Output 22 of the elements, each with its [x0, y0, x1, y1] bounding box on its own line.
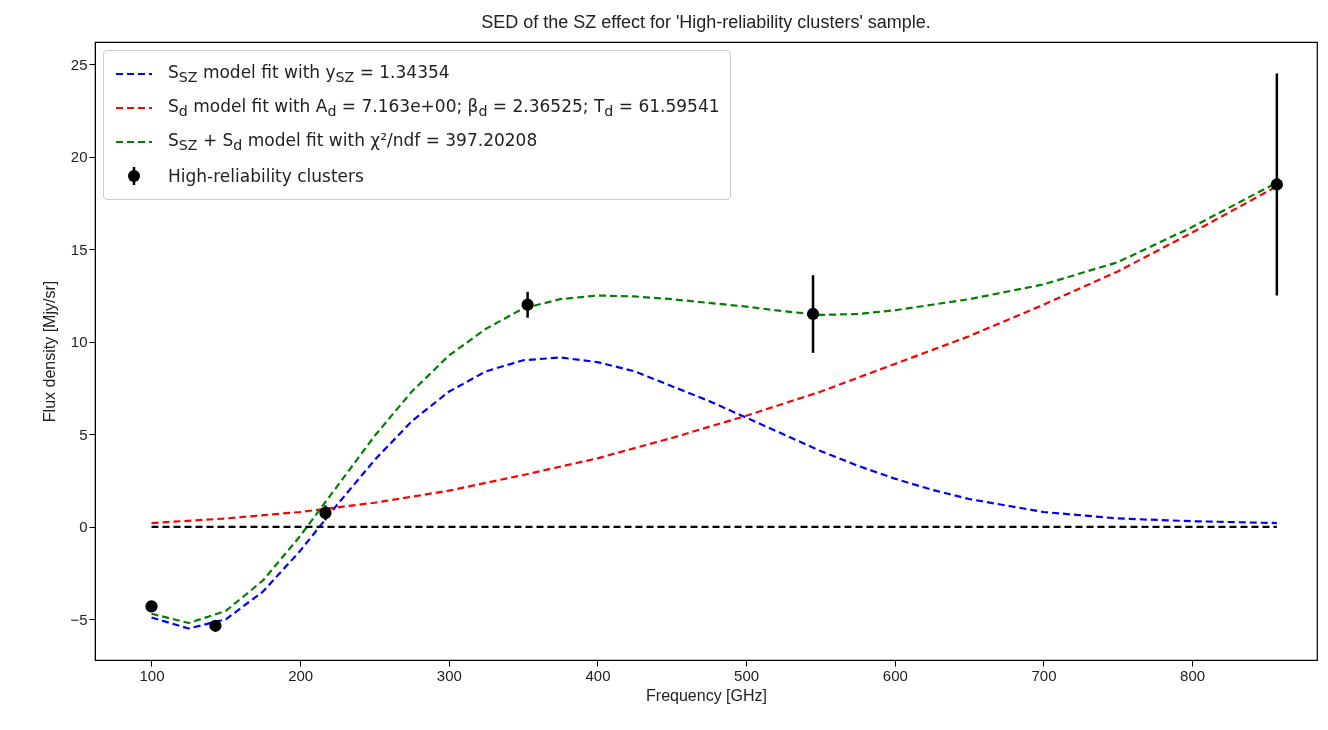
y-tick-label: 0: [79, 518, 88, 536]
y-tick-label: −5: [70, 610, 88, 628]
text: S$_{d}$ model fit with A$_{d}$ = 7.163e+00; β$_{d}$ = 2.36525; T$_{d}$ = 61.59541: [168, 96, 720, 120]
legend-label: S$_{SZ}$ + S$_{d}$ model fit with χ²/ndf = 397.20208: [168, 130, 538, 154]
y-axis-title: Flux density [Mjy/sr]: [41, 280, 59, 423]
x-tick-label: 800: [1180, 666, 1206, 684]
x-tick-label: 600: [882, 666, 908, 684]
y-tick-label: 25: [70, 55, 88, 73]
x-tick-label: 300: [436, 666, 462, 684]
x-tick-label: 500: [734, 666, 760, 684]
legend-label: S$_{SZ}$ model fit with y$_{SZ}$ = 1.34354: [168, 62, 450, 86]
x-tick-label: 700: [1031, 666, 1057, 684]
x-tick-label: 400: [585, 666, 611, 684]
x-tick-label: 100: [139, 666, 165, 684]
y-tick-label: 5: [79, 425, 88, 443]
chart-title: SED of the SZ effect for 'High-reliability clusters' sample.: [481, 12, 931, 32]
legend-label: High-reliability clusters: [168, 166, 364, 186]
x-axis-title: Frequency [GHz]: [646, 686, 767, 704]
y-tick-label: 20: [70, 148, 88, 166]
y-tick-label: 15: [70, 240, 88, 258]
y-tick-label: 10: [70, 333, 88, 351]
x-tick-label: 200: [288, 666, 314, 684]
